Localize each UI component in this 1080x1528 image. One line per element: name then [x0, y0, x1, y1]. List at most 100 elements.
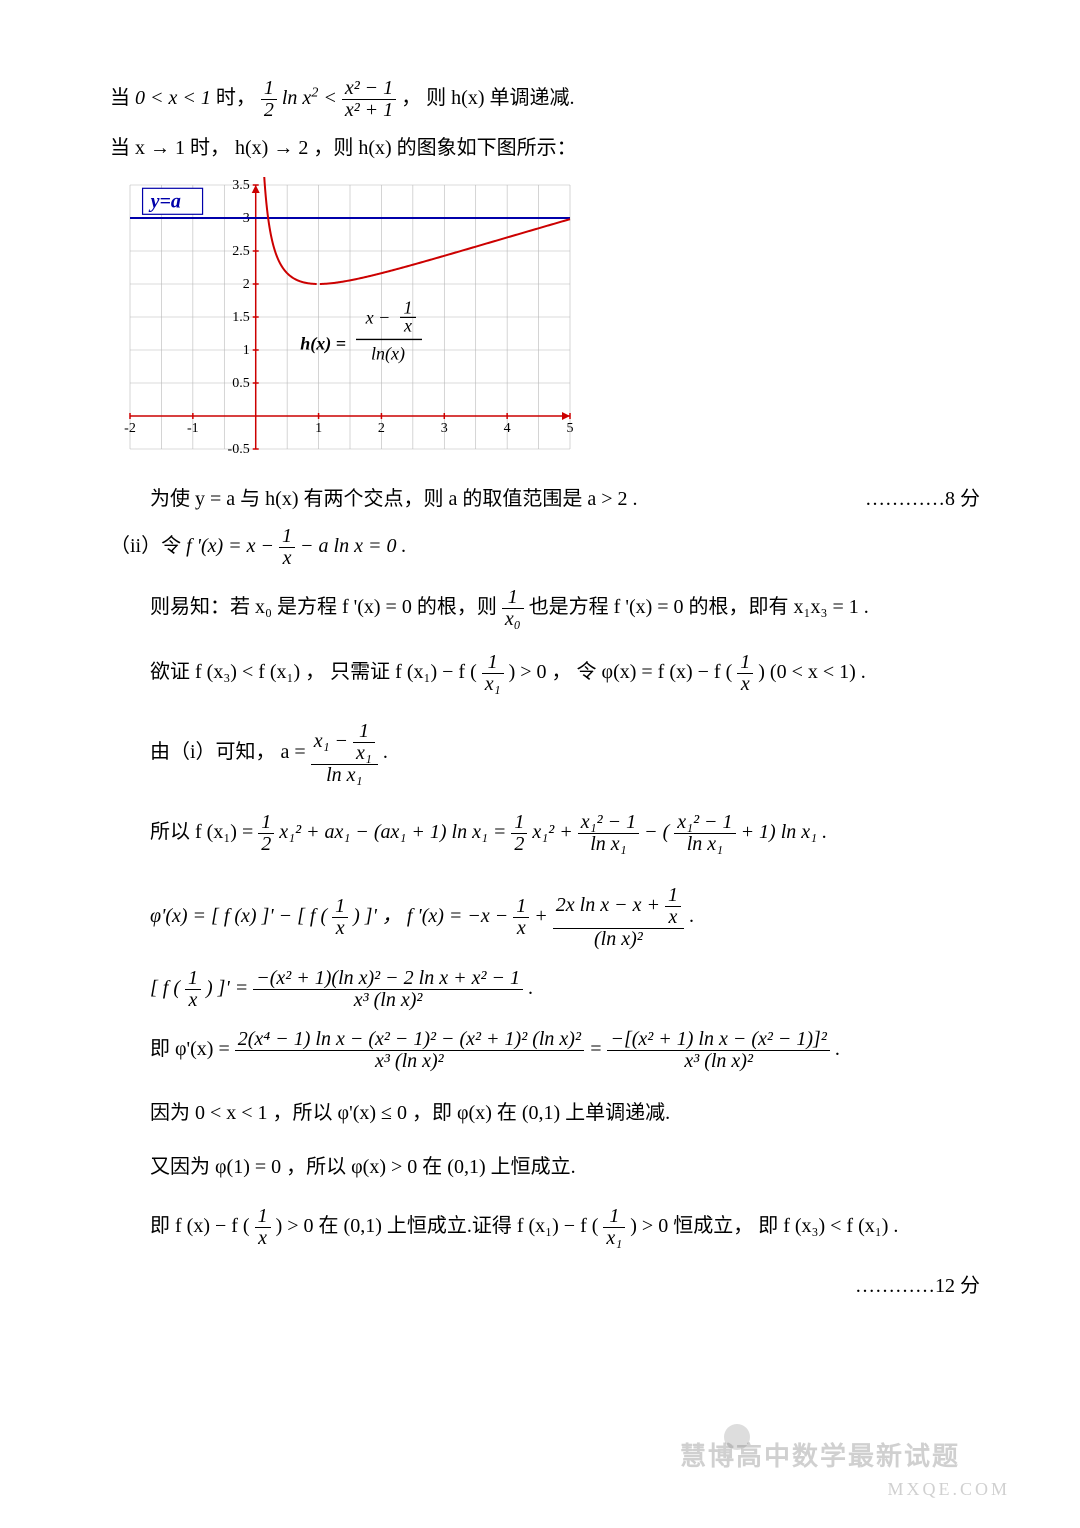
den: x³ (ln x)² — [235, 1050, 584, 1072]
svg-text:5: 5 — [567, 421, 574, 436]
den: x₀ — [502, 608, 524, 630]
num: 1 — [279, 526, 295, 547]
text: 所以 f (x₁) = — [150, 821, 258, 843]
text: 也是方程 f '(x) = 0 的根，即有 x₁x₃ = 1 . — [529, 596, 869, 618]
den: x — [255, 1227, 271, 1249]
den: x — [185, 989, 201, 1011]
b: = — [589, 1038, 608, 1060]
page: 当 0 < x < 1 时， 1 2 ln x2 < x² − 1 x² + 1… — [0, 0, 1080, 1528]
frac: 1 x — [279, 526, 295, 569]
svg-text:-0.5: -0.5 — [228, 442, 250, 457]
cond: 0 < x < 1 — [135, 87, 211, 109]
frac-rhs: x² − 1 x² + 1 — [342, 78, 396, 121]
den: x — [513, 917, 529, 939]
f3: x₁² − 1 ln x₁ — [578, 812, 639, 855]
c: + — [534, 905, 553, 927]
para-6: 欲证 f (x₃) < f (x₁) ， 只需证 f (x₁) − f ( 1 … — [150, 652, 980, 695]
para-11: 即 φ'(x) = 2(x⁴ − 1) ln x − (x² − 1)² − (… — [150, 1029, 980, 1072]
num: −[(x² + 1) ln x − (x² − 1)]² — [607, 1029, 829, 1050]
para-10: [ f ( 1 x ) ]' = −(x² + 1)(ln x)² − 2 ln… — [150, 968, 980, 1011]
den: 2 — [511, 833, 527, 855]
prefix: （ii）令 — [110, 535, 186, 557]
text: 则易知：若 x₀ 是方程 f '(x) = 0 的根，则 — [150, 596, 502, 618]
c: ) > 0 恒成立， 即 f (x₃) < f (x₁) . — [630, 1215, 898, 1237]
svg-text:1: 1 — [315, 421, 322, 436]
para-3: 为使 y = a 与 h(x) 有两个交点，则 a 的取值范围是 a > 2 .… — [150, 480, 980, 518]
f2: 1 x — [513, 896, 529, 939]
num: 1 — [482, 652, 504, 673]
svg-text:2: 2 — [243, 277, 250, 292]
score-12: …………12 分 — [855, 1267, 980, 1305]
svg-text:ln(x): ln(x) — [371, 343, 405, 364]
graph-svg: -2-112345-0.50.511.522.533.5y=ah(x) = x … — [110, 177, 580, 467]
text: 欲证 f (x₃) < f (x₁) ， 只需证 f (x₁) − f ( — [150, 661, 477, 683]
svg-text:-2: -2 — [124, 421, 136, 436]
frac2: 1 x — [737, 652, 753, 695]
para-7: 由（i）可知， a = x₁ − 1 x₁ ln x₁ . — [150, 721, 980, 786]
b: x₁² + ax₁ − (ax₁ + 1) ln x₁ = — [279, 821, 511, 843]
svg-text:2: 2 — [378, 421, 385, 436]
den: 2 — [261, 99, 277, 121]
den: x — [665, 906, 681, 928]
text: 当 — [110, 87, 130, 109]
tail: . — [383, 741, 388, 763]
den: x₁ — [603, 1227, 625, 1249]
num: x₁ − 1 x₁ — [311, 721, 378, 764]
frac: 1 x₀ — [502, 587, 524, 630]
den: x — [332, 917, 348, 939]
num: 1 — [353, 721, 375, 742]
den: x₁ — [353, 742, 375, 764]
text: 由（i）可知， a = — [150, 741, 311, 763]
svg-text:x −: x − — [365, 307, 391, 327]
f1: 1 x — [332, 896, 348, 939]
frac-half: 1 2 — [261, 78, 277, 121]
svg-text:2.5: 2.5 — [232, 244, 250, 259]
den: x³ (ln x)² — [607, 1050, 829, 1072]
a: 即 φ'(x) = — [150, 1038, 235, 1060]
text: ) > 0 ， 令 φ(x) = f (x) − f ( — [509, 661, 733, 683]
svg-text:4: 4 — [504, 421, 511, 436]
para-1: 当 0 < x < 1 时， 1 2 ln x2 < x² − 1 x² + 1… — [110, 78, 980, 121]
svg-text:1: 1 — [243, 343, 250, 358]
num: 1 — [603, 1206, 625, 1227]
c: . — [528, 977, 533, 999]
num: 2x ln x − x + 1 x — [553, 885, 684, 928]
text: 时， — [216, 87, 256, 109]
num: x² − 1 — [342, 78, 396, 99]
den: x — [279, 547, 295, 569]
svg-text:3: 3 — [441, 421, 448, 436]
a: φ'(x) = [ f (x) ]' − [ f ( — [150, 905, 327, 927]
d: . — [689, 905, 694, 927]
c: x₁² + — [532, 821, 577, 843]
tail: − a ln x = 0 . — [300, 535, 406, 557]
svg-text:1: 1 — [404, 297, 413, 317]
num: 1 — [502, 587, 524, 608]
inner-frac: 1 x₁ — [353, 721, 375, 764]
num: −(x² + 1)(ln x)² − 2 ln x + x² − 1 — [253, 968, 523, 989]
a: [ f ( — [150, 977, 180, 999]
f2: 1 x₁ — [603, 1206, 625, 1249]
den: ln x₁ — [578, 833, 639, 855]
lt: < — [323, 87, 342, 109]
frac: 1 x₁ — [482, 652, 504, 695]
f1: 1 2 — [258, 812, 274, 855]
ln: ln x — [282, 87, 311, 109]
svg-text:3.5: 3.5 — [232, 178, 250, 193]
num: 1 — [737, 652, 753, 673]
watermark-url: MXQE.COM — [887, 1479, 1010, 1500]
svg-text:0.5: 0.5 — [232, 376, 250, 391]
den: x² + 1 — [342, 99, 396, 121]
num: x₁² − 1 — [578, 812, 639, 833]
big: −(x² + 1)(ln x)² − 2 ln x + x² − 1 x³ (l… — [253, 968, 523, 1011]
f2: 1 2 — [511, 812, 527, 855]
text: 又因为 φ(1) = 0 ，所以 φ(x) > 0 在 (0,1) 上恒成立. — [150, 1156, 576, 1178]
svg-text:1.5: 1.5 — [232, 310, 250, 325]
score-8: …………8 分 — [865, 480, 980, 518]
den: (ln x)² — [553, 928, 684, 950]
num: 1 — [513, 896, 529, 917]
num: 1 — [185, 968, 201, 989]
num: 1 — [511, 812, 527, 833]
graph: -2-112345-0.50.511.522.533.5y=ah(x) = x … — [110, 177, 980, 472]
num: 1 — [255, 1206, 271, 1227]
svg-text:x: x — [403, 315, 412, 335]
